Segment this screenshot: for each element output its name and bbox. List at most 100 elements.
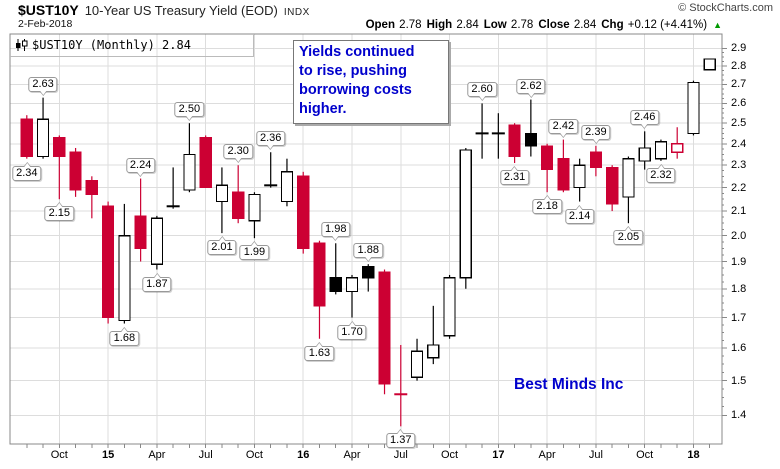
price-callout: 2.30 bbox=[223, 144, 253, 164]
candle-body bbox=[345, 277, 359, 293]
legend-text: $UST10Y (Monthly) 2.84 bbox=[32, 38, 191, 52]
candle-body bbox=[183, 153, 196, 191]
candle-body bbox=[118, 235, 131, 322]
candle-body bbox=[53, 136, 66, 158]
price-callout: 2.31 bbox=[499, 166, 530, 186]
candle-body bbox=[69, 151, 82, 191]
price-callout: 2.34 bbox=[12, 161, 42, 181]
price-callout: 1.70 bbox=[337, 320, 367, 340]
chart-date: 2-Feb-2018 bbox=[18, 18, 73, 30]
high-field: High 2.84 bbox=[427, 19, 479, 31]
change-label: Chg bbox=[601, 19, 624, 31]
candle-body bbox=[703, 58, 716, 71]
price-callout: 2.36 bbox=[255, 131, 286, 151]
price-callout: 2.14 bbox=[564, 204, 595, 224]
candle-body bbox=[134, 215, 147, 250]
high-value: 2.84 bbox=[456, 19, 479, 31]
y-axis-label: 2.1 bbox=[731, 205, 747, 218]
candle-body bbox=[329, 277, 342, 293]
price-callout: 1.99 bbox=[239, 241, 270, 261]
symbol-label: $UST10Y bbox=[18, 2, 79, 18]
candle-body bbox=[508, 124, 521, 158]
x-axis-label: Oct bbox=[245, 449, 263, 461]
change-field: Chg +0.12 (+4.41%) bbox=[601, 19, 707, 31]
doji-dash bbox=[475, 132, 489, 135]
x-axis-label: Apr bbox=[538, 449, 556, 461]
low-value: 2.78 bbox=[510, 19, 534, 31]
candle-body bbox=[541, 145, 554, 171]
candle-body bbox=[297, 175, 310, 250]
candle-body bbox=[36, 118, 50, 158]
candle-body bbox=[687, 81, 700, 134]
candle-body bbox=[459, 149, 472, 279]
candle-body bbox=[622, 158, 635, 198]
open-field: Open 2.78 bbox=[366, 19, 422, 31]
y-axis-label: 2.6 bbox=[731, 97, 747, 110]
watermark-text: Best Minds Inc bbox=[514, 376, 624, 393]
price-callout: 2.50 bbox=[174, 102, 205, 122]
y-axis-label: 2.0 bbox=[731, 229, 747, 242]
y-axis-label: 2.4 bbox=[731, 137, 747, 150]
price-callout: 2.46 bbox=[629, 110, 660, 130]
candle-body bbox=[589, 151, 603, 169]
candle-body bbox=[557, 158, 570, 191]
price-callout: 2.05 bbox=[613, 226, 644, 246]
change-up-arrow-icon: ▲ bbox=[713, 20, 722, 30]
candle-body bbox=[215, 184, 229, 203]
candle-body bbox=[638, 147, 651, 162]
chart-legend: $UST10Y (Monthly) 2.84 bbox=[15, 38, 191, 52]
price-callout: 2.32 bbox=[646, 163, 676, 183]
annotation-line: Yields continued bbox=[299, 44, 415, 60]
price-callout: 2.42 bbox=[548, 118, 579, 138]
open-label: Open bbox=[365, 19, 395, 31]
doji-dash bbox=[264, 184, 278, 187]
exchange-label: INDX bbox=[283, 7, 310, 18]
price-callout: 2.24 bbox=[125, 157, 156, 177]
x-axis-label: Oct bbox=[636, 449, 654, 461]
ohlc-quote-row: Open 2.78 High 2.84 Low 2.78 Close 2.84 … bbox=[366, 19, 722, 31]
y-axis-label: 1.5 bbox=[731, 374, 747, 387]
y-axis-label: 1.8 bbox=[731, 282, 747, 295]
price-callout: 1.87 bbox=[142, 272, 172, 292]
candle-body bbox=[101, 205, 115, 319]
candle-body bbox=[199, 136, 212, 189]
candle-body bbox=[606, 166, 619, 205]
candle-body bbox=[524, 132, 537, 147]
candle-body bbox=[410, 350, 424, 378]
legend-box bbox=[10, 34, 254, 57]
instrument-name: 10-Year US Treasury Yield (EOD) bbox=[84, 3, 278, 18]
price-callout: 2.63 bbox=[28, 76, 58, 96]
candle-body bbox=[443, 277, 456, 337]
candlestick-chart-icon bbox=[16, 39, 28, 51]
price-callout: 1.88 bbox=[353, 243, 383, 263]
y-axis-label: 1.4 bbox=[731, 409, 747, 422]
candle-body bbox=[427, 344, 440, 359]
x-axis-label: 15 bbox=[101, 449, 115, 461]
x-axis-label: 16 bbox=[297, 449, 310, 461]
candle-body bbox=[85, 180, 98, 196]
price-callout: 1.98 bbox=[321, 222, 351, 242]
change-value: +0.12 (+4.41%) bbox=[627, 19, 708, 31]
doji-dash bbox=[166, 205, 180, 208]
x-axis-label: Jul bbox=[198, 449, 213, 461]
x-axis-label: 17 bbox=[492, 449, 505, 461]
price-callout: 2.18 bbox=[532, 195, 562, 215]
candle-body bbox=[573, 164, 586, 189]
y-axis-label: 1.7 bbox=[731, 311, 747, 324]
plot-border bbox=[9, 33, 723, 445]
doji-dash bbox=[491, 132, 505, 135]
candle-body bbox=[671, 143, 684, 153]
candle-body bbox=[280, 171, 294, 203]
price-callout: 1.37 bbox=[386, 429, 416, 449]
annotation-line: to rise, pushing bbox=[299, 63, 407, 79]
candle-body bbox=[654, 141, 668, 160]
candle-body bbox=[150, 217, 163, 265]
price-callout: 1.68 bbox=[109, 326, 140, 346]
y-axis-label: 1.9 bbox=[731, 255, 747, 268]
candle-body bbox=[378, 271, 391, 385]
x-axis-label: Oct bbox=[50, 449, 68, 461]
y-axis-label: 2.8 bbox=[731, 60, 747, 73]
price-callout: 2.01 bbox=[207, 236, 237, 256]
